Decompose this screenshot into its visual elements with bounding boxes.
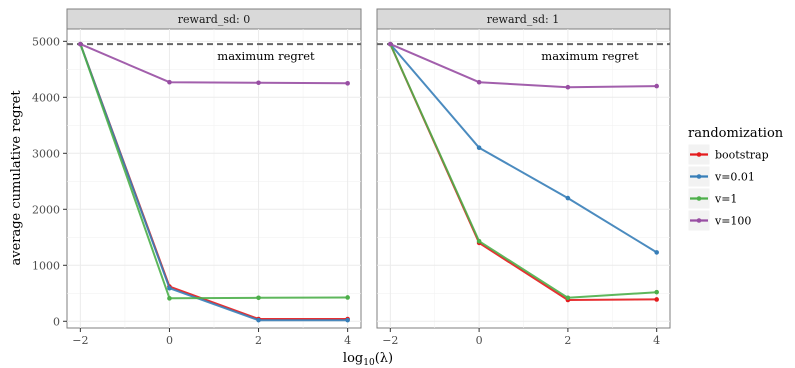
legend-point-bootstrap bbox=[696, 152, 702, 157]
x-tick-label: 4 bbox=[653, 334, 660, 347]
data-point-v=100 bbox=[345, 81, 350, 86]
data-point-v=100 bbox=[476, 79, 482, 85]
series-line-v=100 bbox=[80, 43, 348, 85]
data-point-v=0.01 bbox=[345, 317, 350, 323]
y-tick-label: 3000 bbox=[32, 147, 60, 160]
strip-label: reward_sd: 0 bbox=[178, 13, 250, 26]
strip-label: reward_sd: 1 bbox=[487, 13, 559, 26]
y-tick-label: 0 bbox=[53, 315, 60, 328]
legend-title: randomization bbox=[688, 126, 784, 141]
series-line-v=1 bbox=[79, 43, 348, 300]
y-tick-label: 5000 bbox=[32, 35, 60, 48]
x-tick-label: −2 bbox=[382, 334, 398, 347]
x-tick-label: 0 bbox=[476, 334, 483, 347]
series-line-v=100 bbox=[389, 43, 657, 89]
series-line-v=0.01 bbox=[389, 43, 658, 254]
x-tick-label: 2 bbox=[255, 334, 262, 347]
x-tick-label: −2 bbox=[72, 334, 88, 347]
x-axis: −2 0 2 4 −2 0 2 4 bbox=[72, 328, 660, 347]
data-point-v=1 bbox=[167, 296, 172, 301]
x-tick-label: 0 bbox=[166, 334, 173, 347]
data-point-v=0.01 bbox=[167, 285, 172, 291]
data-point-v=100 bbox=[565, 84, 571, 90]
data-point-v=0.01 bbox=[256, 317, 261, 323]
data-point-v=0.01 bbox=[654, 250, 659, 255]
x-tick-label: 2 bbox=[564, 334, 571, 347]
y-tick-label: 1000 bbox=[32, 259, 60, 272]
data-point-v=100 bbox=[256, 80, 261, 86]
legend-label-bootstrap: bootstrap bbox=[715, 149, 769, 162]
x-axis-title-base: log bbox=[343, 351, 363, 366]
data-point-v=0.01 bbox=[565, 195, 571, 201]
x-axis-title-arg: (λ) bbox=[375, 351, 393, 366]
series-line-v=1 bbox=[389, 43, 657, 299]
data-point-v=100 bbox=[167, 79, 172, 85]
panel-reward-sd-0: reward_sd: 0 maximum regret bbox=[66, 8, 362, 329]
series bbox=[388, 41, 659, 303]
legend-label-v=1: v=1 bbox=[714, 193, 737, 206]
y-axis: 0 1000 2000 3000 4000 5000 bbox=[32, 35, 67, 328]
y-tick-label: 2000 bbox=[32, 203, 60, 216]
y-axis-title: average cumulative regret bbox=[9, 90, 24, 266]
legend-point-v=0.01 bbox=[696, 174, 702, 179]
data-point-v=0.01 bbox=[476, 145, 482, 151]
data-point-v=1 bbox=[565, 295, 571, 301]
data-point-v=100 bbox=[654, 83, 659, 89]
data-point-v=100 bbox=[78, 41, 83, 47]
data-point-v=100 bbox=[388, 41, 393, 47]
x-tick-label: 4 bbox=[344, 334, 351, 347]
panel-reward-sd-1: reward_sd: 1 maximum regret bbox=[376, 8, 671, 329]
legend-point-v=100 bbox=[696, 218, 702, 223]
x-axis-title-sub: 10 bbox=[363, 358, 375, 368]
data-point-bootstrap bbox=[654, 297, 659, 302]
grid bbox=[67, 29, 361, 328]
legend: randomization bootstrap v=0.01 v=1 v=100 bbox=[687, 126, 784, 232]
data-point-v=1 bbox=[256, 295, 261, 301]
legend-label-v=100: v=100 bbox=[714, 215, 751, 228]
y-tick-label: 4000 bbox=[32, 91, 60, 104]
data-point-v=1 bbox=[476, 238, 482, 244]
data-point-v=1 bbox=[654, 289, 659, 295]
maximum-regret-label: maximum regret bbox=[217, 49, 315, 63]
legend-label-v=0.01: v=0.01 bbox=[714, 171, 755, 184]
legend-point-v=1 bbox=[696, 196, 702, 201]
series bbox=[78, 41, 350, 323]
data-point-v=1 bbox=[345, 295, 350, 300]
x-axis-title: log10(λ) bbox=[343, 351, 393, 368]
maximum-regret-label: maximum regret bbox=[541, 49, 639, 63]
series-line-v=0.01 bbox=[79, 43, 348, 322]
grid bbox=[377, 29, 670, 328]
